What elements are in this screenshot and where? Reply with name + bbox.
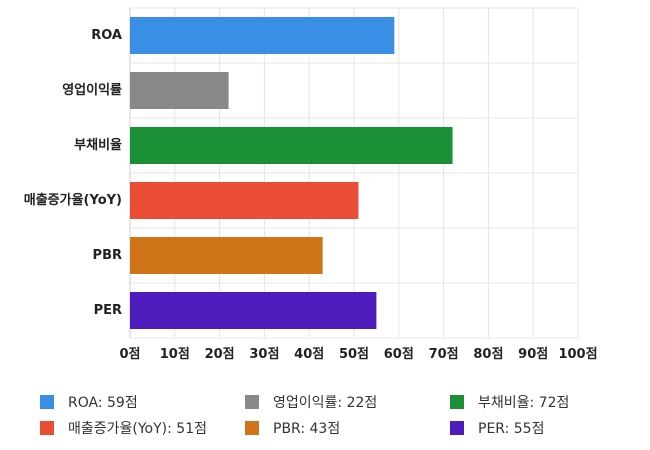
legend-item: ROA: 59점: [40, 392, 138, 412]
legend-item: 영업이익률: 22점: [245, 392, 377, 412]
legend-swatch: [245, 395, 259, 409]
legend-item: PBR: 43점: [245, 418, 340, 438]
x-tick-label: 90점: [518, 347, 548, 362]
legend-swatch: [450, 395, 464, 409]
x-tick-label: 20점: [205, 347, 235, 362]
legend-swatch: [40, 395, 54, 409]
x-tick-label: 0점: [119, 347, 140, 362]
bar: [130, 72, 229, 109]
legend-swatch: [245, 421, 259, 435]
legend-swatch: [40, 421, 54, 435]
x-tick-label: 70점: [429, 347, 459, 362]
bar: [130, 127, 453, 164]
legend-label: 부채비율: 72점: [478, 395, 570, 411]
category-label: 영업이익률: [62, 82, 122, 98]
bar: [130, 17, 395, 54]
legend-item: 매출증가율(YoY): 51점: [40, 418, 207, 438]
category-label: 부채비율: [74, 137, 122, 153]
gridlines: [129, 7, 579, 339]
legend-item: PER: 55점: [450, 418, 544, 438]
category-label: PBR: [93, 248, 122, 263]
bar: [130, 292, 377, 329]
category-label: PER: [94, 303, 122, 318]
legend-item: 부채비율: 72점: [450, 392, 569, 412]
x-tick-label: 100점: [558, 347, 597, 362]
bar: [130, 182, 359, 219]
x-tick-labels: 0점 10점 20점 30점 40점 50점 60점 70점 80점 90점 100점: [119, 347, 597, 362]
legend-swatch: [450, 421, 464, 435]
x-tick-label: 50점: [339, 347, 369, 362]
x-tick-label: 30점: [249, 347, 279, 362]
legend-label: PER: 55점: [478, 421, 545, 437]
x-tick-label: 60점: [384, 347, 414, 362]
legend-label: PBR: 43점: [273, 421, 341, 437]
legend-label: 영업이익률: 22점: [273, 395, 378, 411]
x-tick-label: 10점: [160, 347, 190, 362]
category-label: 매출증가율(YoY): [24, 192, 122, 208]
category-label: ROA: [91, 28, 122, 43]
legend-label: 매출증가율(YoY): 51점: [68, 421, 207, 437]
legend-label: ROA: 59점: [68, 395, 138, 411]
bar: [130, 237, 323, 274]
bars: [130, 17, 453, 329]
x-tick-label: 80점: [473, 347, 503, 362]
x-tick-label: 40점: [294, 347, 324, 362]
